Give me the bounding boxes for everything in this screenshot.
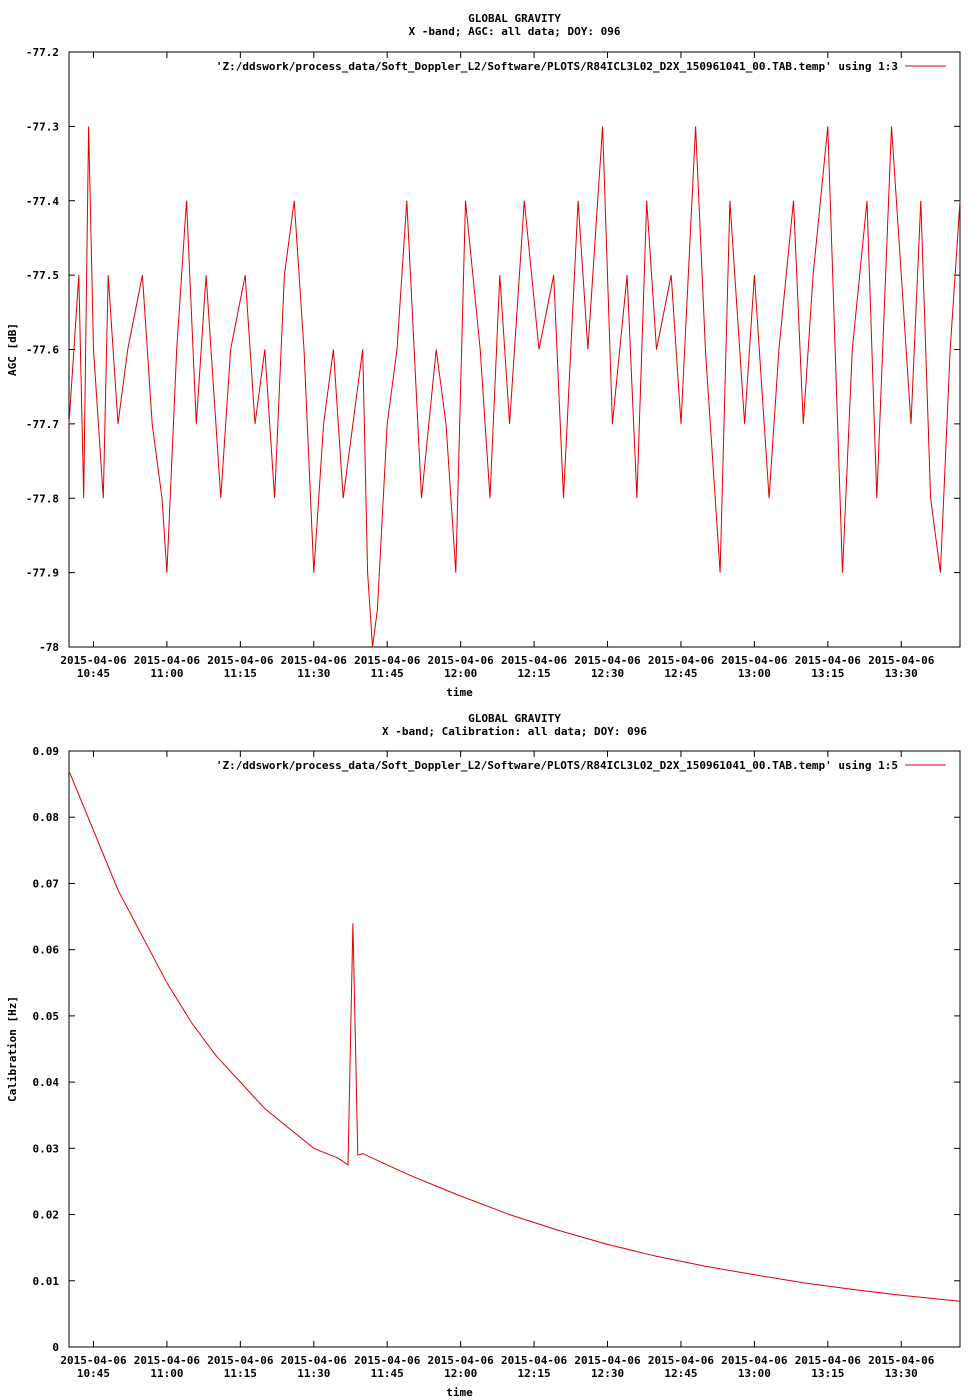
- x-tick-time-label: 13:15: [811, 1367, 844, 1380]
- x-tick-date-label: 2015-04-06: [648, 654, 715, 667]
- y-tick-label: -77.6: [26, 344, 59, 357]
- y-tick-label: 0.07: [33, 877, 60, 890]
- x-tick-date-label: 2015-04-06: [60, 654, 127, 667]
- y-tick-label: 0.02: [33, 1209, 60, 1222]
- series-line-1: [68, 126, 961, 648]
- y-tick-label: -77.7: [26, 418, 59, 431]
- x-tick-date-label: 2015-04-06: [721, 654, 788, 667]
- y-tick-label: -77.2: [26, 46, 59, 59]
- y-tick-label: -77.8: [26, 492, 59, 505]
- x-tick-date-label: 2015-04-06: [501, 654, 568, 667]
- y-axis-label: AGC [dB]: [6, 323, 19, 376]
- x-tick-time-label: 10:45: [77, 667, 110, 680]
- x-tick-date-label: 2015-04-06: [795, 1354, 862, 1367]
- x-tick-time-label: 13:30: [885, 1367, 918, 1380]
- x-axis-label: time: [446, 1386, 473, 1399]
- x-tick-time-label: 11:30: [297, 667, 330, 680]
- plot-frame: [68, 750, 961, 1348]
- x-tick-date-label: 2015-04-06: [574, 654, 641, 667]
- y-tick-label: -77.3: [26, 120, 59, 133]
- x-tick-date-label: 2015-04-06: [868, 1354, 935, 1367]
- y-tick-label: 0.09: [33, 745, 60, 758]
- x-tick-time-label: 13:00: [738, 667, 771, 680]
- x-tick-time-label: 12:15: [518, 1367, 551, 1380]
- x-tick-time-label: 11:45: [371, 1367, 404, 1380]
- x-tick-time-label: 11:30: [297, 1367, 330, 1380]
- x-tick-time-label: 13:15: [811, 667, 844, 680]
- y-tick-label: -78: [39, 641, 59, 654]
- chart-title: GLOBAL GRAVITY: [468, 712, 561, 725]
- x-tick-date-label: 2015-04-06: [354, 1354, 421, 1367]
- y-tick-label: 0.06: [33, 944, 60, 957]
- x-tick-date-label: 2015-04-06: [354, 654, 421, 667]
- x-tick-date-label: 2015-04-06: [574, 1354, 641, 1367]
- x-tick-date-label: 2015-04-06: [281, 654, 348, 667]
- x-tick-time-label: 12:30: [591, 667, 624, 680]
- y-tick-label: 0.01: [33, 1275, 60, 1288]
- x-tick-date-label: 2015-04-06: [428, 654, 495, 667]
- x-tick-time-label: 11:15: [224, 667, 257, 680]
- x-tick-date-label: 2015-04-06: [207, 1354, 274, 1367]
- x-tick-date-label: 2015-04-06: [281, 1354, 348, 1367]
- y-tick-label: 0: [52, 1341, 59, 1354]
- x-tick-date-label: 2015-04-06: [60, 1354, 127, 1367]
- x-tick-date-label: 2015-04-06: [207, 654, 274, 667]
- y-tick-label: -77.9: [26, 567, 59, 580]
- y-tick-label: -77.4: [26, 195, 59, 208]
- x-tick-time-label: 12:00: [444, 667, 477, 680]
- series-line-1: [68, 770, 961, 1302]
- x-tick-date-label: 2015-04-06: [721, 1354, 788, 1367]
- x-tick-time-label: 11:15: [224, 1367, 257, 1380]
- x-tick-date-label: 2015-04-06: [648, 1354, 715, 1367]
- x-tick-time-label: 12:00: [444, 1367, 477, 1380]
- x-tick-time-label: 13:30: [885, 667, 918, 680]
- chart-subtitle: X -band; AGC: all data; DOY: 096: [409, 25, 621, 38]
- x-tick-date-label: 2015-04-06: [868, 654, 935, 667]
- y-tick-label: 0.05: [33, 1010, 60, 1023]
- y-tick-label: 0.08: [33, 811, 60, 824]
- x-tick-time-label: 12:45: [664, 667, 697, 680]
- x-tick-date-label: 2015-04-06: [501, 1354, 568, 1367]
- x-tick-date-label: 2015-04-06: [795, 654, 862, 667]
- x-tick-time-label: 13:00: [738, 1367, 771, 1380]
- x-tick-date-label: 2015-04-06: [134, 654, 201, 667]
- legend-label: 'Z:/ddswork/process_data/Soft_Doppler_L2…: [216, 759, 898, 772]
- chart-subtitle: X -band; Calibration: all data; DOY: 096: [382, 725, 647, 738]
- x-tick-date-label: 2015-04-06: [428, 1354, 495, 1367]
- x-tick-time-label: 11:00: [150, 1367, 183, 1380]
- chart-title: GLOBAL GRAVITY: [468, 12, 561, 25]
- x-axis-label: time: [446, 686, 473, 699]
- y-tick-label: 0.04: [33, 1076, 60, 1089]
- x-tick-time-label: 12:45: [664, 1367, 697, 1380]
- x-tick-time-label: 11:00: [150, 667, 183, 680]
- x-tick-time-label: 10:45: [77, 1367, 110, 1380]
- x-tick-time-label: 12:15: [518, 667, 551, 680]
- y-tick-label: -77.5: [26, 269, 59, 282]
- x-tick-date-label: 2015-04-06: [134, 1354, 201, 1367]
- x-tick-time-label: 12:30: [591, 1367, 624, 1380]
- legend-label: 'Z:/ddswork/process_data/Soft_Doppler_L2…: [216, 60, 898, 73]
- y-tick-label: 0.03: [33, 1142, 60, 1155]
- y-axis-label: Calibration [Hz]: [6, 996, 19, 1102]
- x-tick-time-label: 11:45: [371, 667, 404, 680]
